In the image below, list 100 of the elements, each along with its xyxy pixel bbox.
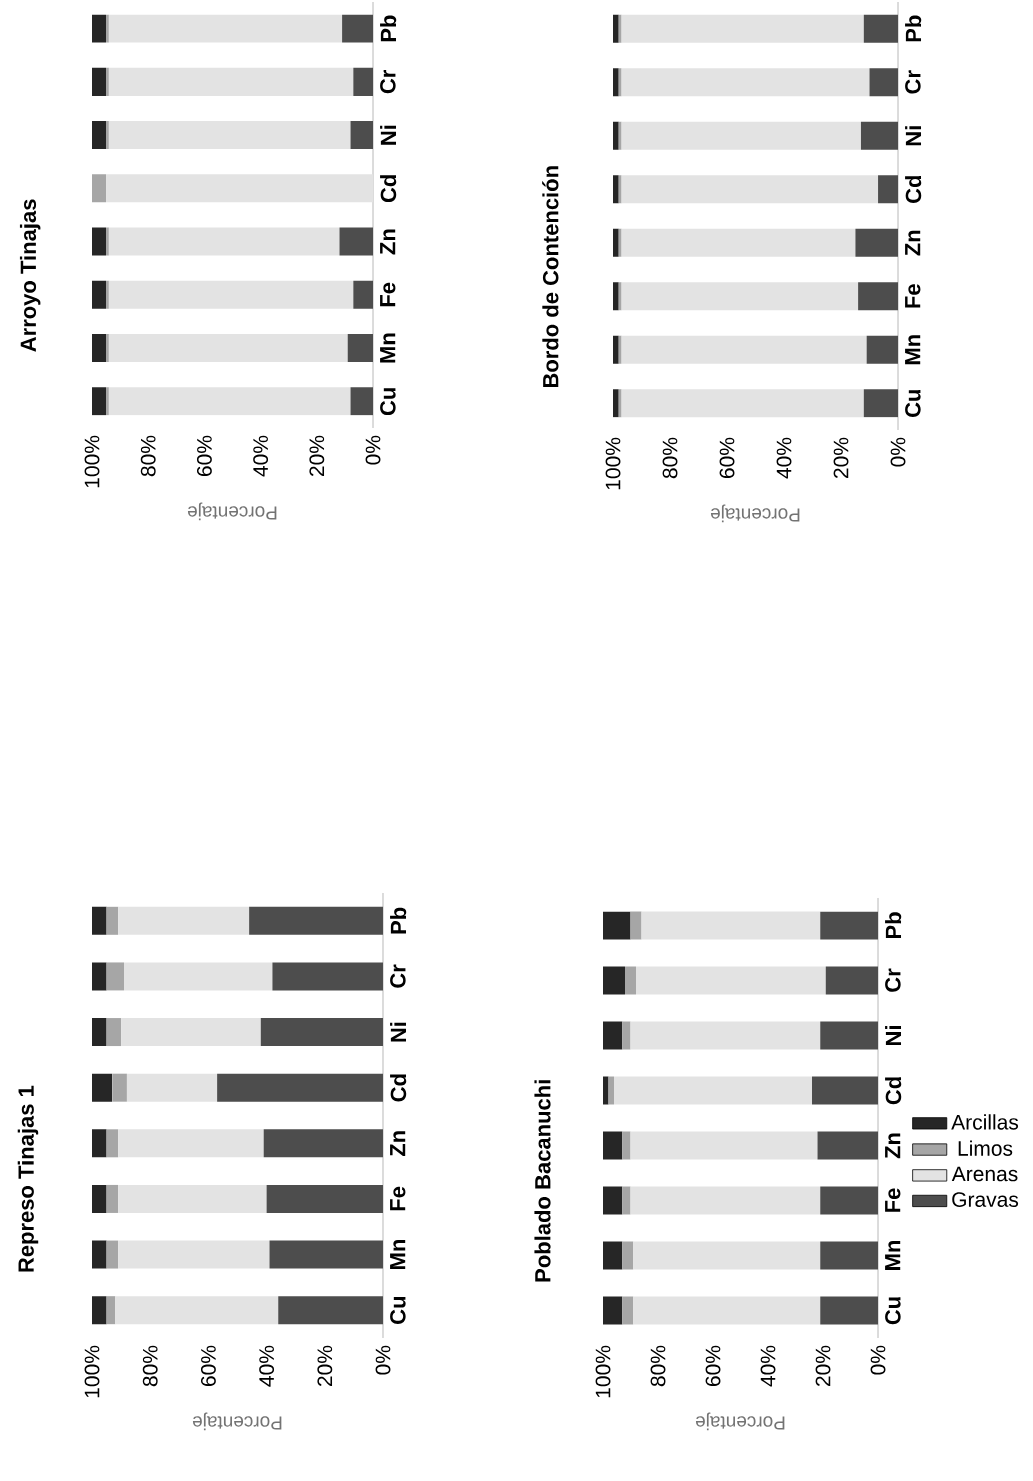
bar bbox=[820, 1296, 879, 1325]
y-tick-label: Mn bbox=[390, 1240, 406, 1269]
bar bbox=[603, 966, 625, 995]
x-tick-label: 40% bbox=[253, 435, 269, 477]
bar bbox=[118, 1240, 270, 1269]
bar bbox=[106, 280, 109, 309]
bar bbox=[820, 1241, 879, 1270]
bar bbox=[613, 68, 619, 97]
bar bbox=[622, 1186, 631, 1215]
bar bbox=[878, 175, 898, 204]
y-tick-label: Pb bbox=[905, 15, 922, 42]
bar bbox=[91, 906, 107, 935]
bar bbox=[106, 962, 124, 991]
bar bbox=[618, 389, 622, 418]
bar bbox=[118, 906, 250, 935]
x-tick-label: 40% bbox=[776, 437, 792, 479]
bar bbox=[108, 67, 354, 96]
bar bbox=[92, 121, 107, 150]
bar bbox=[625, 966, 636, 995]
bar bbox=[618, 175, 622, 204]
bar bbox=[869, 68, 898, 97]
bar bbox=[106, 67, 109, 96]
bar bbox=[621, 175, 879, 204]
text: Represo Tinajas 1 bbox=[17, 1085, 39, 1272]
x-tick-label: 80% bbox=[662, 437, 678, 479]
bar bbox=[618, 228, 622, 257]
bar bbox=[108, 280, 354, 309]
bar bbox=[855, 228, 898, 257]
bar bbox=[618, 68, 622, 97]
bar bbox=[630, 1021, 821, 1050]
x-axis-title: Porcentaje bbox=[710, 504, 800, 523]
bar bbox=[106, 121, 109, 150]
bar bbox=[108, 387, 351, 416]
y-tick-label: Cu bbox=[380, 388, 396, 416]
bar bbox=[92, 14, 107, 43]
x-tick-label: 100% bbox=[84, 435, 100, 488]
bar bbox=[613, 389, 619, 418]
y-tick-label: Cd bbox=[390, 1074, 407, 1102]
bar bbox=[860, 121, 898, 150]
bar bbox=[91, 962, 107, 991]
bar bbox=[118, 1129, 264, 1158]
legend-label: Gravas bbox=[952, 1192, 1019, 1207]
bar bbox=[339, 227, 373, 256]
x-tick-label: 40% bbox=[760, 1345, 776, 1387]
bar bbox=[621, 121, 861, 150]
y-tick-label: Ni bbox=[390, 1022, 407, 1042]
bar bbox=[621, 282, 859, 311]
y-tick-label: Ni bbox=[885, 1026, 902, 1046]
bar bbox=[820, 1186, 879, 1215]
y-tick-label: Mn bbox=[885, 1240, 901, 1270]
text: Arroyo Tinajas bbox=[19, 199, 41, 352]
bar bbox=[641, 911, 821, 940]
bar bbox=[347, 334, 373, 363]
bar bbox=[124, 962, 273, 991]
bar bbox=[260, 1018, 383, 1047]
y-tick-label: Ni bbox=[905, 126, 922, 146]
y-tick-label: Cu bbox=[885, 1297, 901, 1325]
bar bbox=[91, 1184, 107, 1213]
bar bbox=[866, 335, 898, 364]
bar bbox=[820, 911, 879, 940]
y-tick-label: Fe bbox=[905, 284, 921, 308]
bar bbox=[603, 1076, 609, 1105]
bar bbox=[108, 121, 351, 150]
x-tick-label: 80% bbox=[142, 1345, 158, 1387]
x-axis-title: Porcentaje bbox=[695, 1412, 785, 1431]
bar bbox=[112, 1073, 127, 1102]
bar bbox=[858, 282, 898, 311]
bar bbox=[820, 1021, 879, 1050]
bar bbox=[613, 282, 619, 311]
bar bbox=[91, 1129, 107, 1158]
y-tick-label: Zn bbox=[390, 1131, 406, 1157]
bar bbox=[106, 906, 119, 935]
y-tick-label: Mn bbox=[380, 333, 396, 363]
text: Bordo de Contención bbox=[542, 166, 559, 388]
bar bbox=[106, 387, 109, 416]
bar bbox=[92, 174, 107, 203]
bar bbox=[633, 1241, 821, 1270]
bar bbox=[91, 1018, 107, 1047]
bar bbox=[92, 334, 107, 363]
y-tick-label: Cr bbox=[905, 70, 921, 94]
bar bbox=[92, 227, 107, 256]
bar bbox=[621, 228, 856, 257]
x-tick-label: 100% bbox=[605, 437, 621, 490]
bar bbox=[92, 387, 107, 416]
x-tick-label: 100% bbox=[595, 1345, 611, 1398]
y-tick-label: Cu bbox=[905, 390, 921, 417]
y-tick-label: Cd bbox=[905, 176, 922, 203]
x-axis-title: Porcentaje bbox=[192, 1412, 282, 1431]
bar bbox=[622, 1131, 631, 1160]
bar bbox=[106, 1129, 119, 1158]
y-tick-label: Zn bbox=[885, 1133, 901, 1159]
y-tick-label: Cr bbox=[390, 964, 406, 988]
legend-label: Arenas bbox=[951, 1166, 1018, 1182]
bar bbox=[613, 335, 619, 364]
bar bbox=[618, 121, 622, 150]
y-tick-label: Cd bbox=[885, 1077, 902, 1105]
bar bbox=[91, 1296, 107, 1325]
x-tick-label: 20% bbox=[833, 437, 849, 479]
y-tick-label: Cu bbox=[390, 1296, 406, 1324]
bar bbox=[621, 389, 864, 418]
